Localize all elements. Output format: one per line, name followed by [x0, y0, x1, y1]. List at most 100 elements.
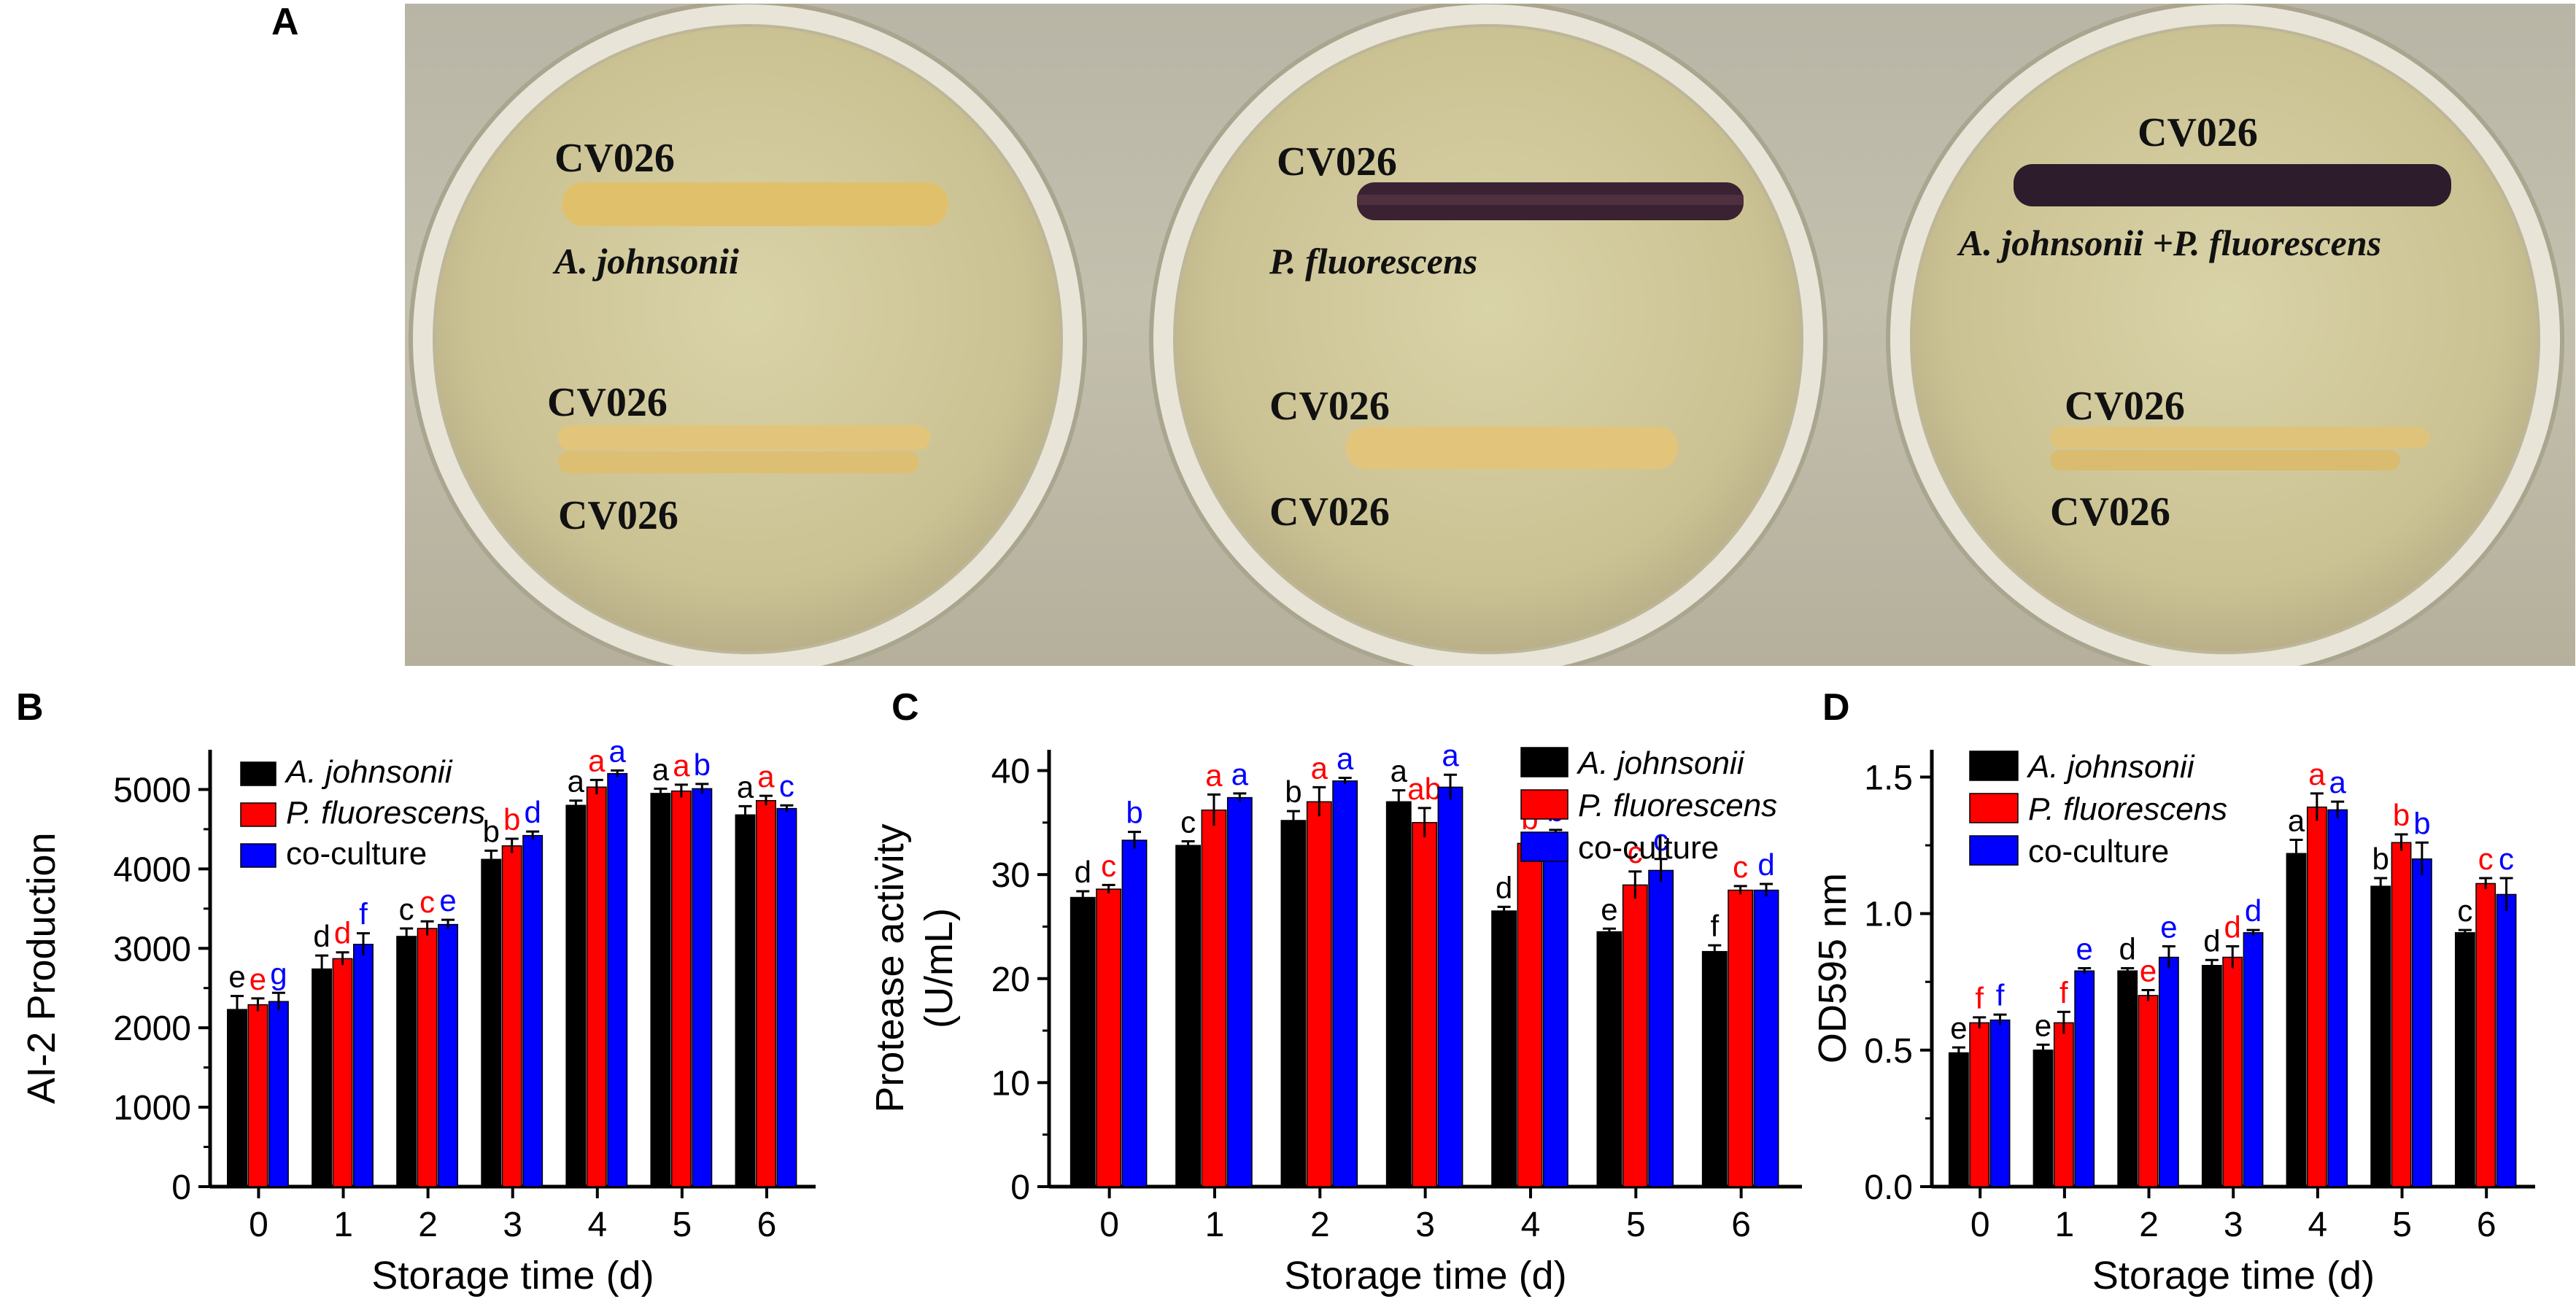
bar-b [522, 834, 544, 1187]
bar-c [1753, 889, 1779, 1187]
bar-d [2454, 932, 2475, 1187]
x-axis-label-c: Storage time (d) [1284, 1254, 1566, 1297]
bar-c [1542, 835, 1569, 1187]
x-tick-label-d: 4 [2308, 1206, 2328, 1244]
bar-c [1701, 950, 1728, 1187]
significance-letter-d: c [2478, 842, 2494, 876]
significance-letter-b: a [652, 752, 670, 786]
significance-letter-c: c [1653, 823, 1668, 857]
significance-letter-c: b [1126, 796, 1142, 830]
significance-letter-b: a [737, 769, 754, 804]
significance-letter-b: e [250, 962, 266, 996]
y-tick-label-d: 1.5 [1864, 759, 1913, 797]
significance-letter-d: b [2393, 798, 2410, 832]
bar-c [1226, 796, 1253, 1187]
legend-label-c: P. fluorescens [1578, 788, 1777, 823]
y-tick-label-c: 40 [991, 753, 1030, 791]
significance-letter-c: a [1442, 738, 1459, 772]
bar-b [247, 1004, 268, 1187]
significance-letter-d: d [2224, 910, 2241, 944]
bar-d [2117, 970, 2138, 1187]
bar-d [2327, 809, 2348, 1187]
bar-d [2411, 858, 2432, 1187]
significance-letter-c: a [1205, 758, 1223, 792]
significance-letter-d: e [2160, 910, 2177, 944]
plate-2-bottom-label-1: CV026 [1269, 384, 1390, 429]
significance-letter-b: b [483, 814, 500, 848]
bar-b [353, 944, 374, 1187]
y-tick-label-b: 5000 [113, 771, 191, 810]
significance-letter-b: a [673, 748, 690, 783]
y-tick-label-b: 4000 [113, 850, 191, 889]
significance-letter-d: e [1950, 1011, 1967, 1045]
y-tick-label-d: 0.0 [1864, 1168, 1913, 1207]
bar-b [396, 936, 417, 1187]
plate-1: CV026 A. johnsonii CV026 CV026 [409, 4, 1087, 666]
legend-swatch-b [240, 802, 276, 827]
significance-letter-c: c [1101, 848, 1116, 883]
significance-letter-d: e [2035, 1008, 2051, 1042]
legend-label-b: co-culture [286, 836, 427, 872]
x-tick-label-d: 6 [2477, 1206, 2496, 1244]
significance-letter-c: d [1075, 855, 1091, 889]
legend-swatch-c [1520, 747, 1569, 777]
bar-d [2475, 883, 2496, 1187]
bar-b [586, 786, 607, 1187]
x-tick-label-c: 3 [1415, 1206, 1435, 1244]
significance-letter-d: c [2499, 842, 2514, 876]
significance-letter-d: b [2372, 842, 2389, 876]
significance-letter-b: b [503, 802, 520, 837]
petri-dish-photo: CV026 A. johnsonii CV026 CV026 CV026 P. … [405, 4, 2575, 666]
significance-letter-c: e [1601, 892, 1617, 926]
bar-b [501, 845, 522, 1187]
bar-c [1332, 780, 1358, 1187]
bar-d [2391, 842, 2412, 1187]
x-tick-label-c: 4 [1521, 1206, 1541, 1244]
y-tick-label-b: 2000 [113, 1009, 191, 1048]
plate-1-bottom-streak-1 [558, 425, 930, 450]
bar-d [1948, 1052, 1969, 1187]
y-axis-label-d: OD595 nm [1811, 873, 1854, 1063]
panel-label-b: B [16, 686, 44, 729]
plate-1-top-streak [562, 182, 948, 226]
legend-label-d: A. johnsonii [2026, 749, 2195, 785]
significance-letter-c: b [1285, 775, 1301, 809]
plate-1-bottom-label-1: CV026 [547, 380, 668, 425]
legend-swatch-d [1969, 835, 2019, 866]
bar-c [1121, 839, 1148, 1187]
bar-c [1596, 931, 1622, 1187]
significance-letter-b: d [313, 919, 330, 953]
x-tick-label-d: 0 [1970, 1206, 1990, 1244]
y-tick-label-b: 3000 [113, 930, 191, 969]
bar-c [1648, 869, 1674, 1187]
bar-b [692, 788, 713, 1187]
plate-1-top-label: CV026 [554, 136, 675, 181]
bar-c [1201, 809, 1227, 1187]
x-tick-label-c: 6 [1731, 1206, 1751, 1244]
bar-d [2370, 885, 2391, 1187]
y-tick-label-c: 30 [991, 856, 1030, 895]
plate-2: CV026 P. fluorescens CV026 CV026 [1149, 4, 1827, 666]
significance-letter-b: d [524, 795, 541, 829]
significance-letter-b: a [757, 759, 775, 794]
plate-1-bottom-streak-2 [558, 451, 919, 473]
significance-letter-d: a [2288, 804, 2305, 838]
bar-d [2032, 1050, 2054, 1187]
bar-b [227, 1009, 247, 1187]
bar-c [1096, 888, 1122, 1187]
significance-letter-d: a [2308, 757, 2326, 791]
significance-letter-b: c [779, 769, 794, 803]
bar-b [650, 793, 671, 1187]
legend-label-b: A. johnsonii [284, 754, 453, 790]
bar-c [1622, 884, 1648, 1187]
significance-letter-d: d [2203, 923, 2220, 958]
significance-letter-d: d [2245, 893, 2262, 928]
plate-3-top-label: CV026 [2138, 110, 2258, 155]
legend-swatch-b [240, 843, 276, 868]
bar-b [438, 923, 459, 1187]
x-tick-label-d: 5 [2392, 1206, 2412, 1244]
significance-letter-c: a [1391, 754, 1408, 788]
significance-letter-c: c [1733, 850, 1748, 884]
